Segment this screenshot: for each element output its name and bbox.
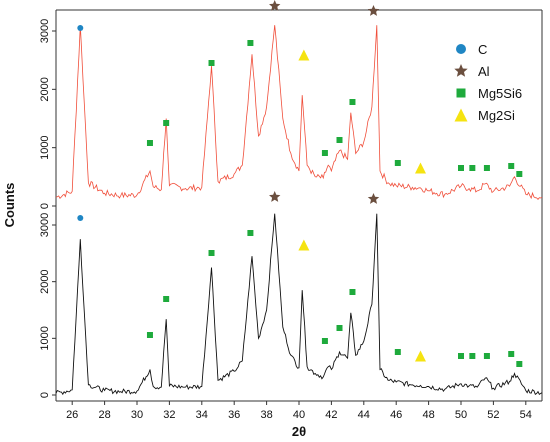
square-marker <box>208 250 215 256</box>
x-tick-label: 28 <box>98 409 110 421</box>
x-axis-label: 2θ <box>292 424 306 439</box>
triangle-marker <box>298 239 310 251</box>
x-tick-label: 32 <box>163 409 175 421</box>
square-marker <box>321 150 328 156</box>
square-marker <box>336 325 343 331</box>
square-marker <box>469 353 476 359</box>
square-marker <box>483 353 490 359</box>
x-tick-label: 34 <box>196 409 208 421</box>
circle-legend-icon <box>456 44 466 54</box>
series-red-line <box>55 25 543 201</box>
legend-label: Mg5Si6 <box>478 86 522 101</box>
square-marker <box>394 349 401 355</box>
square-marker <box>163 120 170 126</box>
series-line <box>55 25 543 201</box>
y-tick-label: 1000 <box>39 135 51 159</box>
y-tick-label: 1000 <box>39 326 51 350</box>
triangle-marker <box>415 350 426 362</box>
y-ticks: 0 1000 2000 3000 0 1000 2000 3000 <box>39 19 56 398</box>
square-marker <box>349 289 356 295</box>
x-tick-label: 36 <box>228 409 240 421</box>
square-marker <box>336 137 343 143</box>
square-marker <box>508 163 515 169</box>
series-black-line <box>55 213 543 396</box>
legend-label: Mg2Si <box>478 108 515 123</box>
circle-marker <box>77 215 84 221</box>
y-tick-label: 2000 <box>39 269 51 293</box>
square-marker <box>469 165 476 171</box>
square-marker <box>458 353 464 359</box>
y-tick-label: 0 <box>39 392 51 398</box>
square-marker <box>483 165 490 171</box>
phase-markers-red <box>77 0 523 177</box>
square-marker <box>163 296 170 302</box>
x-tick-label: 40 <box>293 409 305 421</box>
legend-label: Al <box>478 64 490 79</box>
x-tick-label: 26 <box>66 409 78 421</box>
square-marker <box>394 160 401 166</box>
square-marker <box>516 361 523 367</box>
x-tick-label: 50 <box>455 409 467 421</box>
x-tick-label: 46 <box>390 409 402 421</box>
y-axis-label: Counts <box>2 183 17 228</box>
phase-markers-black <box>77 191 523 367</box>
y-tick-label: 2000 <box>39 77 51 101</box>
square-marker <box>247 230 254 236</box>
x-tick-label: 48 <box>422 409 434 421</box>
y-tick-label: 3000 <box>39 213 51 237</box>
x-tick-label: 44 <box>358 409 370 421</box>
axes <box>55 9 543 402</box>
star-marker <box>367 193 380 204</box>
x-tick-label: 42 <box>325 409 337 421</box>
legend: C Al Mg5Si6 Mg2Si <box>454 42 522 123</box>
square-marker <box>146 140 153 146</box>
square-marker <box>146 332 153 338</box>
x-tick-label: 54 <box>520 409 532 421</box>
star-marker <box>269 0 281 11</box>
square-legend-icon <box>456 88 466 98</box>
circle-marker <box>77 25 84 31</box>
square-marker <box>458 165 464 171</box>
triangle-marker <box>415 162 426 174</box>
triangle-legend-icon <box>454 108 468 122</box>
y-tick-label: 0 <box>39 203 51 209</box>
x-tick-label: 30 <box>131 409 143 421</box>
square-marker <box>321 338 328 344</box>
star-marker <box>367 5 380 16</box>
x-tick-label: 52 <box>487 409 499 421</box>
square-marker <box>508 351 515 357</box>
x-ticks: 26 28 30 32 34 36 38 40 42 44 46 48 50 52 54 <box>66 401 532 421</box>
legend-label: C <box>478 42 487 57</box>
y-tick-label: 3000 <box>39 19 51 43</box>
series-line <box>55 213 543 396</box>
square-marker <box>349 99 356 105</box>
square-marker <box>516 171 523 177</box>
triangle-marker <box>298 49 310 61</box>
star-marker <box>269 191 281 202</box>
star-legend-icon <box>454 64 468 77</box>
square-marker <box>208 60 215 66</box>
square-marker <box>247 40 254 46</box>
x-tick-label: 38 <box>260 409 272 421</box>
